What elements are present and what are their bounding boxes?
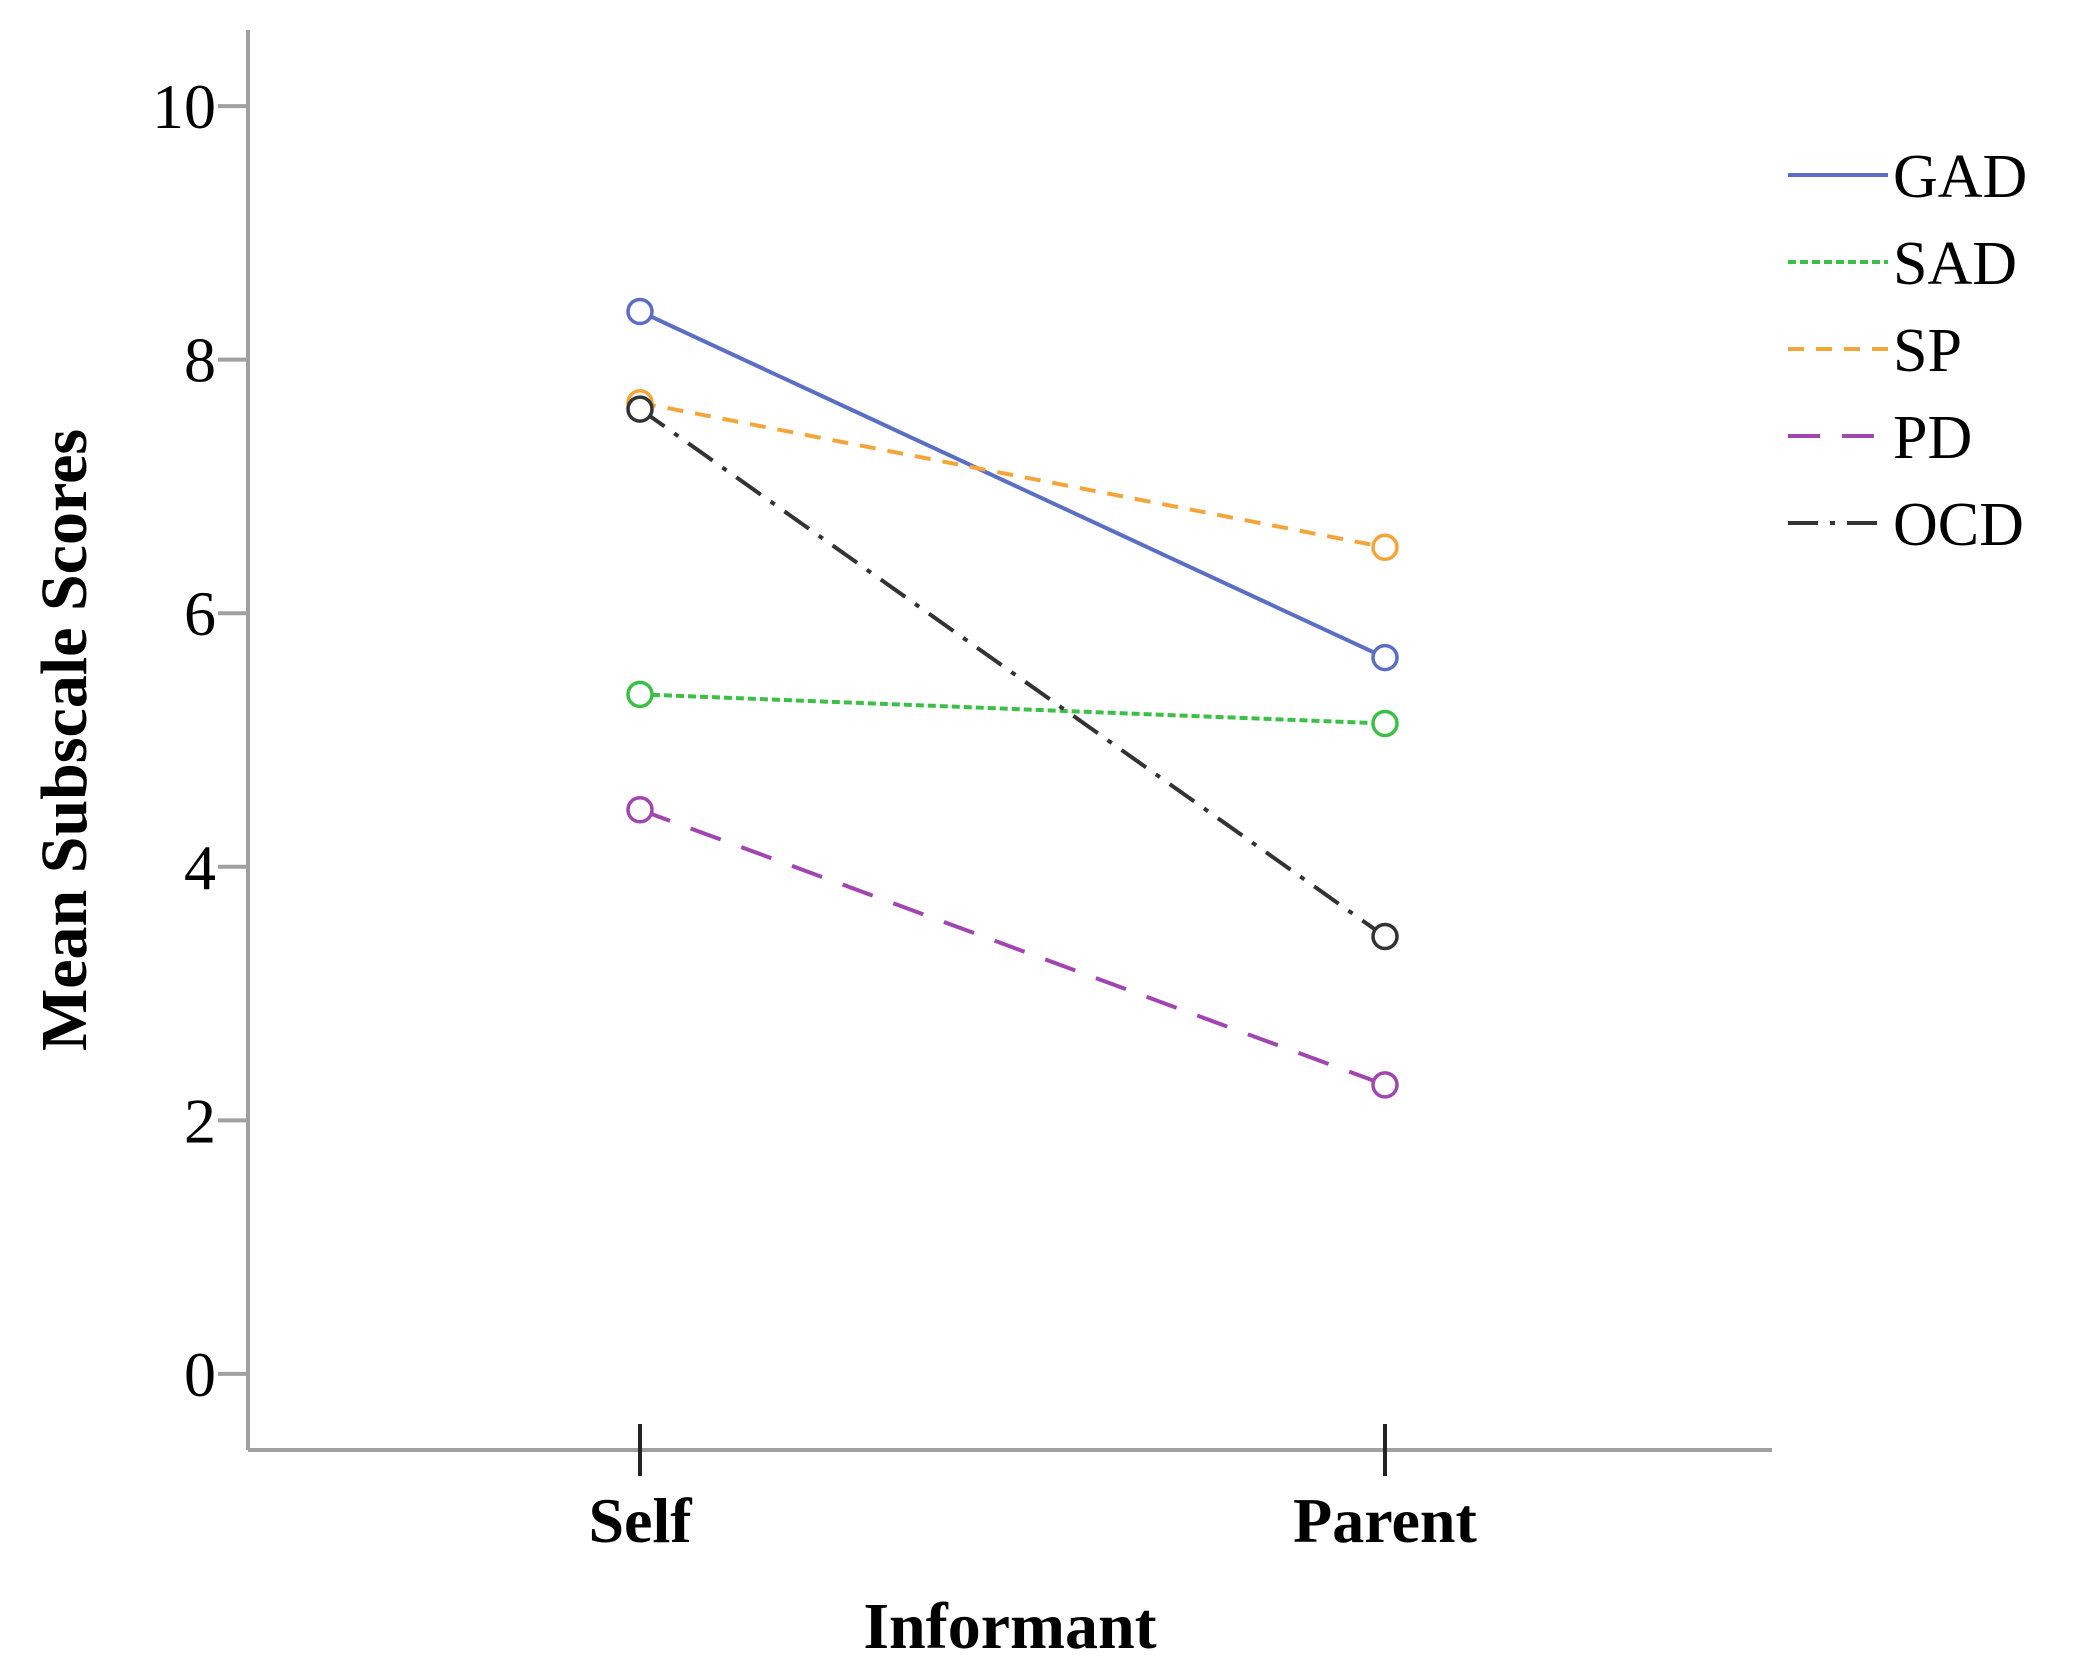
y-tick-label: 6 (184, 578, 216, 649)
y-axis-title: Mean Subscale Scores (28, 429, 101, 1051)
y-tick-label: 8 (184, 325, 216, 396)
legend-item-sp: SP (1788, 317, 1962, 385)
data-point-gad (626, 297, 654, 326)
data-point-sp (1371, 533, 1399, 562)
x-ticks: Self Parent (588, 1424, 1478, 1556)
legend-label-sad: SAD (1893, 230, 2017, 298)
legend-label-ocd: OCD (1893, 491, 2024, 559)
series-sp (626, 389, 1399, 562)
legend-item-ocd: OCD (1788, 491, 2024, 559)
x-tick-label: Self (588, 1485, 692, 1556)
data-point-pd (626, 795, 654, 824)
y-tick-label: 10 (152, 71, 216, 142)
y-tick-label: 4 (184, 832, 216, 903)
y-tick-label: 0 (184, 1339, 216, 1410)
data-point-gad (1371, 643, 1399, 672)
axes (246, 30, 1772, 1452)
series-layer (626, 297, 1399, 1099)
series-pd (626, 795, 1399, 1099)
series-line-gad (639, 309, 1386, 660)
y-ticks: 0 2 4 6 8 10 (152, 71, 248, 1410)
legend: GAD SAD SP PD OCD (1788, 143, 2027, 559)
legend-item-pd: PD (1788, 404, 1972, 472)
series-line-sad (639, 692, 1386, 726)
data-point-sad (1371, 709, 1399, 738)
series-line-sp (639, 400, 1386, 550)
series-ocd (626, 395, 1399, 951)
x-axis-title: Informant (863, 1590, 1156, 1656)
data-point-pd (1371, 1071, 1399, 1099)
data-point-ocd (1371, 922, 1399, 951)
data-point-ocd (626, 395, 654, 423)
data-point-sad (626, 680, 654, 709)
series-sad (626, 680, 1399, 738)
series-line-ocd (638, 407, 1387, 939)
legend-label-gad: GAD (1893, 143, 2027, 211)
x-tick-label: Parent (1293, 1485, 1477, 1556)
legend-label-pd: PD (1893, 404, 1972, 472)
legend-item-sad: SAD (1788, 230, 2017, 298)
legend-item-gad: GAD (1788, 143, 2027, 211)
legend-label-sp: SP (1893, 317, 1962, 385)
y-tick-label: 2 (184, 1085, 216, 1156)
series-gad (626, 297, 1399, 672)
series-line-pd (639, 807, 1386, 1087)
